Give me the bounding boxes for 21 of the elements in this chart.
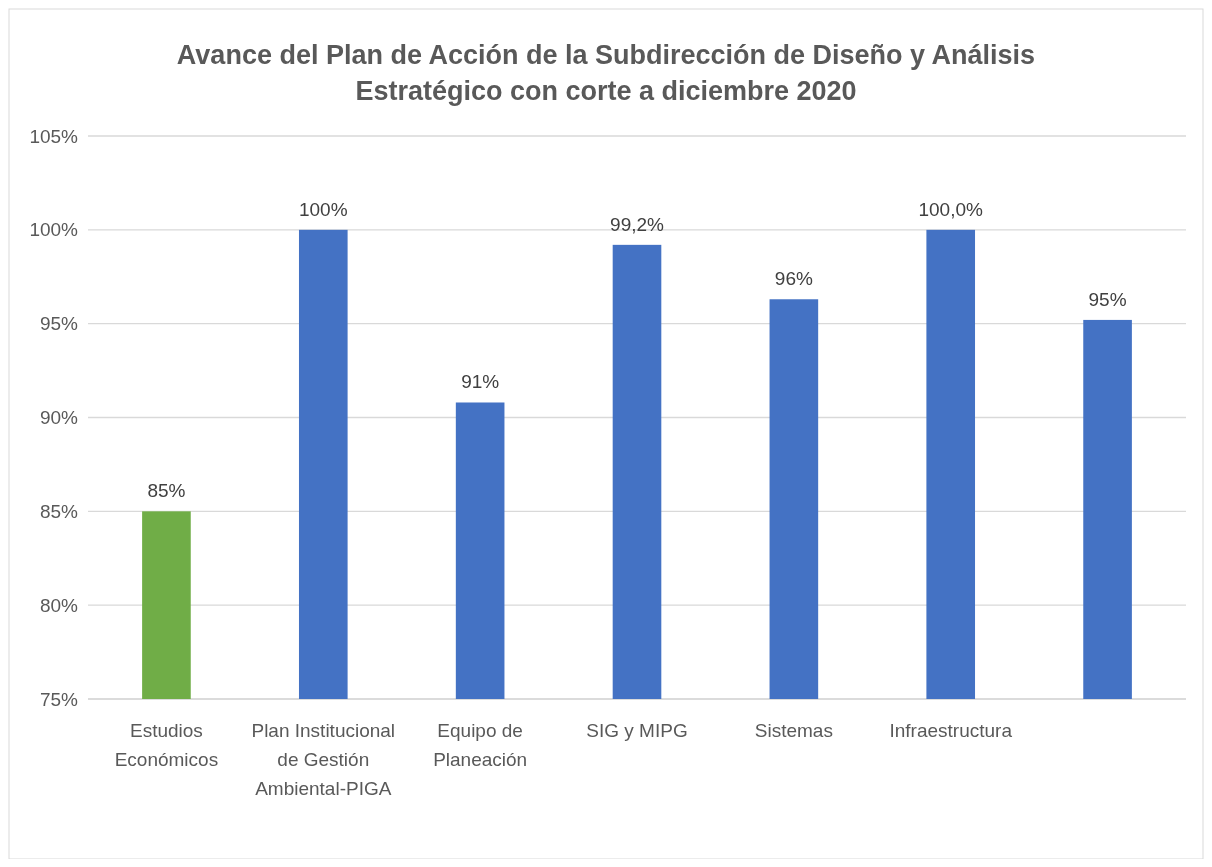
x-tick-label: SIG y MIPG [586,720,688,741]
x-tick-label: Equipo de Planeación [433,720,528,770]
y-tick-label: 105% [29,125,79,147]
y-tick-label: 90% [39,407,79,429]
x-tick-label: Infraestructura [889,720,1013,741]
data-label: 100,0% [918,198,984,220]
x-tick-label: Sistemas [754,720,833,741]
y-tick-label: 85% [39,500,79,522]
data-label: 85% [147,480,186,502]
data-label: 100% [298,198,348,220]
y-tick-label: 80% [39,594,79,616]
x-tick-label: Estudios Económicos [114,720,219,770]
data-label: 95% [1088,288,1127,310]
data-label: 96% [774,268,813,290]
y-tick-label: 75% [39,688,79,710]
y-tick-label: 100% [29,219,79,241]
data-label: 91% [461,371,500,393]
data-label: 99,2% [610,213,665,235]
y-tick-label: 95% [39,313,79,335]
chart-title: Avance del Plan de Acción de la Subdirección de Diseño y Análisis Estratégico con corte a diciembre 2020 [176,40,1036,106]
x-tick-label: Plan Institucional de Gestión Ambiental-PIGA [251,720,396,799]
